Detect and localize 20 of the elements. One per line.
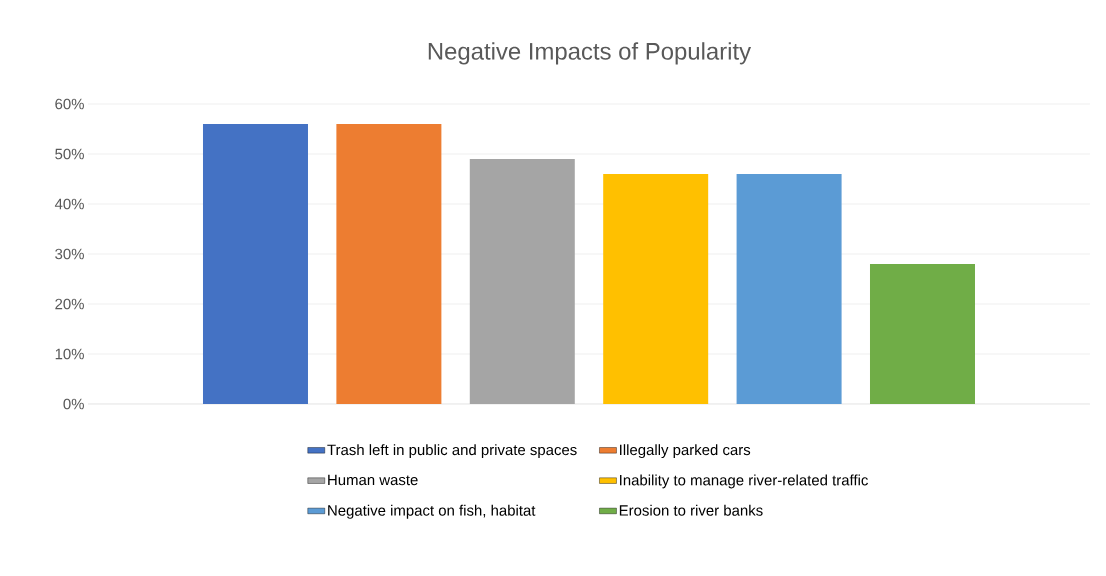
bar [603,173,709,404]
y-tick-label: 60% [55,98,84,110]
legend-label: Trash left in public and private spaces [327,444,577,459]
y-tick-label: 40% [54,198,84,210]
bar [202,123,308,404]
legend-label: Human waste [328,474,418,486]
y-tick-label: 50% [55,148,84,160]
bar [869,263,975,404]
legend-label: Erosion to river banks [619,504,763,516]
bar [469,158,575,404]
y-tick-label: 10% [55,348,84,360]
legend-label: Illegally parked cars [620,444,751,459]
bar [336,123,442,404]
legend-label: Inability to manage river-related traffic [620,474,868,489]
y-tick-label: 20% [55,298,84,310]
y-tick-label: 0% [63,398,84,410]
legend-label: Negative impact on fish, habitat [328,504,536,519]
bar [736,173,842,404]
y-tick-label: 30% [55,248,84,260]
chart-title: Negative Impacts of Popularity [428,42,752,65]
